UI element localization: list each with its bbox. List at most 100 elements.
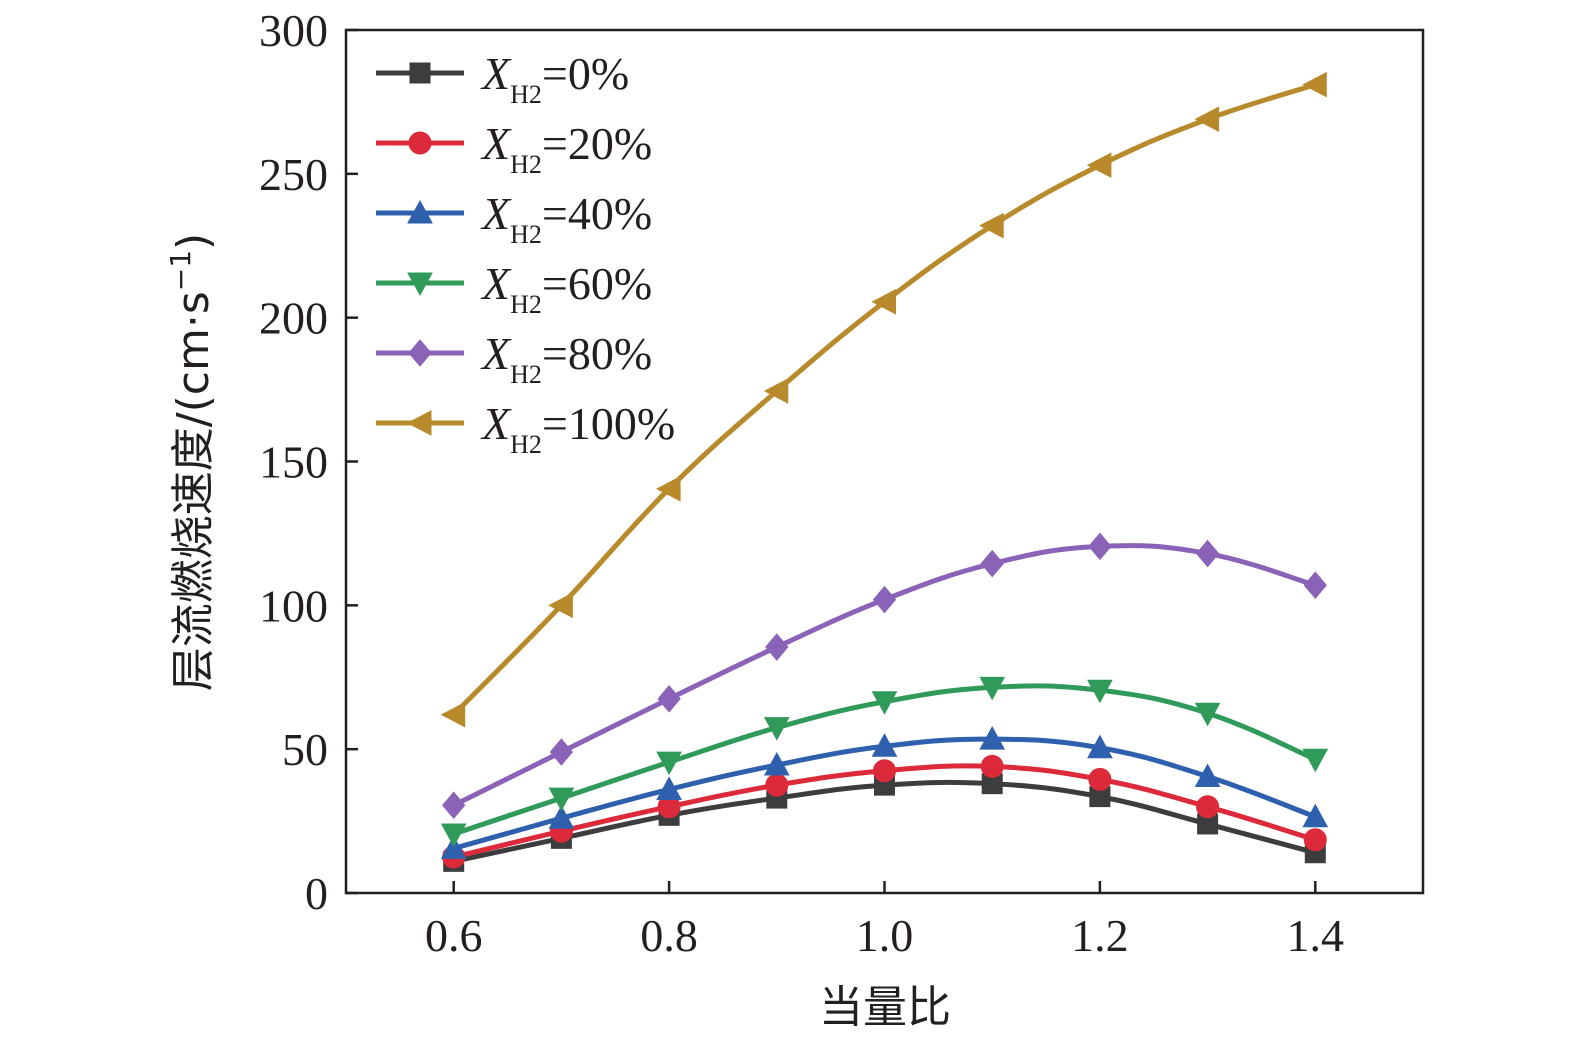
- y-tick-label: 0: [305, 868, 328, 919]
- x-tick-label: 0.8: [640, 910, 698, 961]
- legend-label: XH2=20%: [480, 118, 652, 179]
- x-axis-title: 当量比: [819, 982, 951, 1033]
- data-point: [440, 701, 466, 728]
- legend: XH2=0%XH2=20%XH2=40%XH2=60%XH2=80%XH2=10…: [376, 48, 675, 459]
- legend-label: XH2=100%: [480, 398, 675, 459]
- data-point: [979, 676, 1006, 701]
- legend-marker: [407, 272, 433, 297]
- legend-marker: [408, 131, 432, 155]
- series-2: [440, 726, 1329, 859]
- data-point: [1196, 795, 1220, 819]
- data-point: [871, 691, 898, 715]
- data-point: [442, 791, 466, 820]
- legend-sub: H2: [510, 80, 542, 109]
- series-5: [440, 71, 1327, 728]
- data-point: [656, 776, 682, 800]
- data-point: [979, 212, 1004, 239]
- data-point: [549, 738, 574, 766]
- data-point: [1302, 71, 1327, 98]
- data-point: [1088, 767, 1112, 791]
- series-4: [442, 532, 1327, 820]
- data-point: [548, 805, 575, 829]
- x-tick-label: 0.6: [425, 910, 483, 961]
- data-point: [1088, 532, 1112, 561]
- legend-item: XH2=60%: [376, 258, 652, 319]
- data-point: [980, 549, 1004, 578]
- series-0: [443, 773, 1326, 872]
- x-tick-label: 1.2: [1071, 910, 1129, 961]
- legend-value: =0%: [542, 48, 629, 99]
- y-tick-label: 100: [259, 580, 328, 631]
- data-point: [440, 823, 467, 848]
- legend-item: XH2=40%: [376, 188, 652, 249]
- data-point: [873, 759, 896, 783]
- data-point: [1303, 828, 1327, 852]
- data-point: [763, 378, 789, 404]
- legend-item: XH2=20%: [376, 118, 652, 179]
- series-3: [440, 676, 1329, 848]
- legend-item: XH2=100%: [376, 398, 675, 459]
- y-axis: 0 50 100 150 200 250 300: [259, 5, 358, 919]
- legend-marker: [407, 199, 433, 224]
- data-point: [765, 633, 789, 661]
- data-point: [1087, 734, 1113, 759]
- data-point: [763, 717, 790, 741]
- data-point: [1087, 679, 1113, 704]
- y-axis-title-text: 层流燃烧速度/(cm·s: [168, 291, 219, 691]
- data-point: [1086, 152, 1112, 179]
- legend-label: XH2=80%: [480, 328, 652, 389]
- data-point: [1194, 702, 1221, 727]
- legend-sub: H2: [510, 430, 542, 459]
- legend-var: X: [480, 398, 512, 449]
- legend-var: X: [480, 258, 512, 309]
- data-point: [871, 289, 896, 315]
- data-point: [1194, 106, 1220, 133]
- y-axis-title: 层流燃烧速度/(cm·s−1): [164, 233, 219, 691]
- series-line: [451, 82, 1318, 718]
- data-point: [871, 733, 898, 757]
- legend-sub: H2: [510, 150, 542, 179]
- legend-value: =40%: [542, 188, 652, 239]
- y-tick-label: 250: [259, 149, 328, 200]
- legend-value: =60%: [542, 258, 652, 309]
- y-tick-label: 150: [259, 437, 328, 488]
- legend-label: XH2=40%: [480, 188, 652, 249]
- y-tick-label: 200: [259, 293, 328, 344]
- data-point: [656, 476, 681, 502]
- legend-item: XH2=80%: [376, 328, 652, 389]
- x-tick-label: 1.0: [856, 910, 914, 961]
- data-point: [548, 592, 573, 619]
- data-point: [657, 685, 681, 713]
- legend-item: XH2=0%: [376, 48, 629, 109]
- y-tick-label: 300: [259, 5, 328, 56]
- data-point: [872, 585, 897, 614]
- data-point: [979, 726, 1006, 750]
- legend-var: X: [480, 328, 512, 379]
- legend-marker: [409, 62, 431, 84]
- data-point: [1302, 803, 1329, 828]
- legend-var: X: [480, 48, 512, 99]
- data-point: [765, 773, 789, 797]
- legend-var: X: [480, 118, 512, 169]
- x-axis: 0.6 0.8 1.0 1.2 1.4: [425, 881, 1344, 961]
- data-point: [980, 754, 1004, 778]
- legend-marker: [406, 410, 432, 436]
- data-point: [1303, 571, 1327, 599]
- legend-value: =100%: [542, 398, 675, 449]
- legend-var: X: [480, 188, 512, 239]
- series-1: [442, 754, 1327, 869]
- y-axis-title-sup: −1: [164, 250, 197, 291]
- data-point: [763, 751, 790, 776]
- legend-sub: H2: [510, 220, 542, 249]
- legend-label: XH2=0%: [480, 48, 629, 109]
- data-point: [1194, 763, 1221, 787]
- y-tick-label: 50: [282, 724, 328, 775]
- y-axis-title-close: ): [168, 233, 219, 250]
- data-point: [1302, 748, 1329, 773]
- legend-marker: [408, 339, 432, 367]
- data-point: [1195, 539, 1220, 568]
- series-layer: [440, 71, 1329, 872]
- x-tick-label: 1.4: [1287, 910, 1345, 961]
- data-point: [440, 835, 467, 859]
